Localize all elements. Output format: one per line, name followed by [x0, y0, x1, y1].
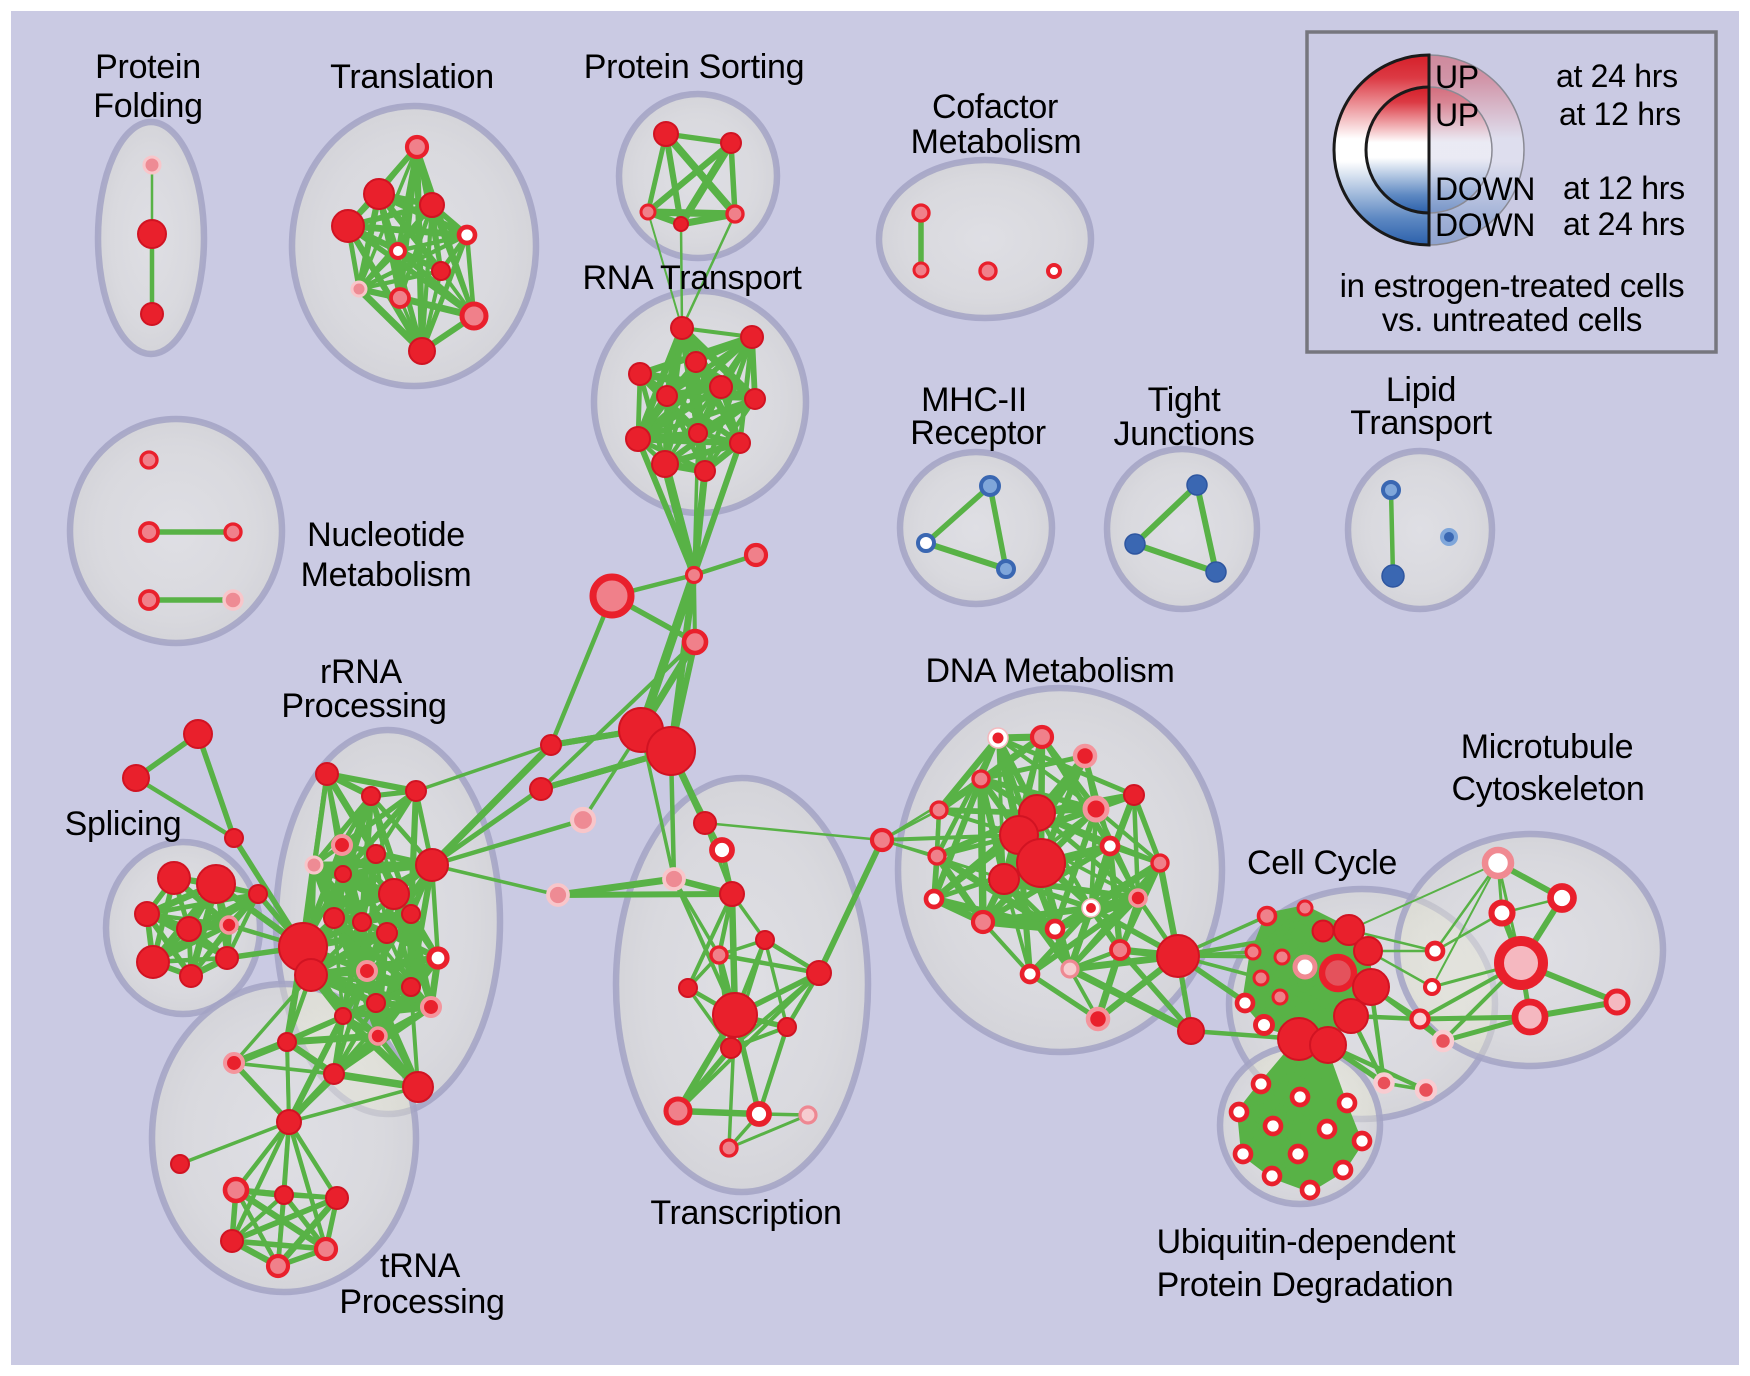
svg-text:Tight: Tight [1148, 381, 1222, 419]
svg-text:Junctions: Junctions [1114, 415, 1255, 453]
svg-text:tRNA: tRNA [380, 1247, 461, 1285]
svg-text:Metabolism: Metabolism [301, 556, 472, 594]
svg-text:rRNA: rRNA [320, 653, 403, 691]
svg-text:Nucleotide: Nucleotide [307, 516, 465, 554]
svg-text:Cofactor: Cofactor [932, 88, 1058, 126]
svg-text:DOWN: DOWN [1435, 207, 1535, 243]
svg-text:at 24 hrs: at 24 hrs [1563, 206, 1685, 242]
svg-text:Processing: Processing [281, 687, 446, 725]
svg-text:UP: UP [1435, 59, 1479, 95]
svg-text:UP: UP [1435, 97, 1479, 133]
svg-text:Processing: Processing [339, 1283, 504, 1321]
svg-text:Translation: Translation [330, 58, 494, 96]
svg-text:Protein: Protein [95, 48, 201, 86]
svg-text:Ubiquitin-dependent: Ubiquitin-dependent [1157, 1223, 1456, 1261]
svg-text:Transport: Transport [1350, 404, 1492, 442]
svg-text:Cell Cycle: Cell Cycle [1247, 844, 1397, 882]
svg-text:Splicing: Splicing [65, 805, 182, 843]
svg-text:at 24 hrs: at 24 hrs [1556, 58, 1678, 94]
svg-text:Metabolism: Metabolism [911, 123, 1082, 161]
svg-text:Lipid: Lipid [1386, 371, 1456, 409]
svg-text:Transcription: Transcription [650, 1194, 841, 1232]
svg-text:Protein Degradation: Protein Degradation [1157, 1266, 1454, 1304]
svg-text:Receptor: Receptor [910, 414, 1046, 452]
svg-text:at 12 hrs: at 12 hrs [1559, 96, 1681, 132]
svg-text:vs. untreated cells: vs. untreated cells [1382, 301, 1642, 338]
svg-text:RNA Transport: RNA Transport [582, 259, 802, 297]
svg-text:DOWN: DOWN [1435, 171, 1535, 207]
svg-text:Microtubule: Microtubule [1461, 728, 1633, 766]
svg-text:DNA Metabolism: DNA Metabolism [926, 652, 1175, 690]
svg-text:Protein Sorting: Protein Sorting [584, 48, 804, 86]
svg-text:MHC-II: MHC-II [921, 381, 1027, 419]
svg-text:in estrogen-treated cells: in estrogen-treated cells [1340, 267, 1685, 304]
svg-text:Folding: Folding [93, 87, 202, 125]
svg-text:at 12 hrs: at 12 hrs [1563, 170, 1685, 206]
svg-text:Cytoskeleton: Cytoskeleton [1452, 770, 1645, 808]
